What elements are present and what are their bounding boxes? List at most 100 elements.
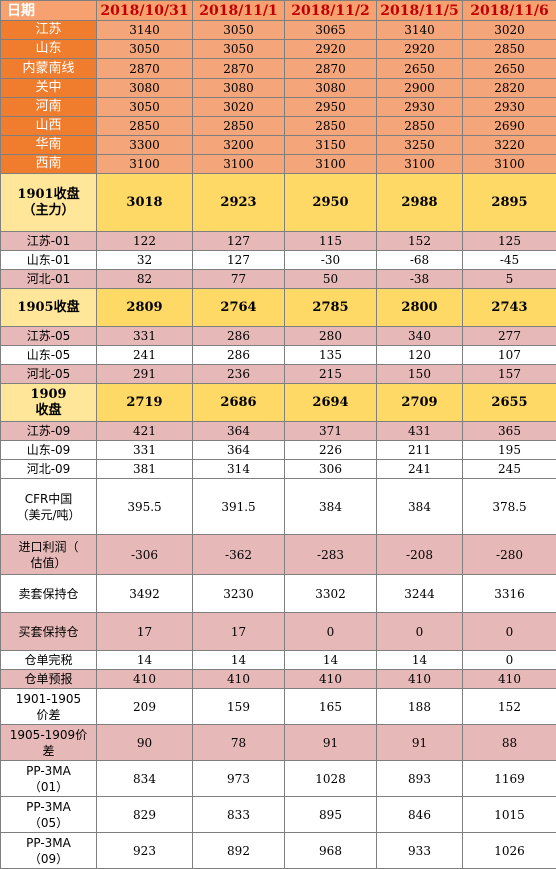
value-cell: 91 [377, 725, 463, 761]
row-label-line: 山东 [1, 41, 96, 57]
row-label-line: PP-3MA [1, 835, 96, 851]
value-cell: 78 [193, 725, 285, 761]
date-header: 2018/11/1 [193, 1, 285, 21]
value-cell: 2923 [193, 174, 285, 232]
value-cell: 245 [463, 460, 556, 479]
value-cell: 410 [285, 670, 377, 689]
value-cell: 77 [193, 270, 285, 289]
value-cell: -283 [285, 535, 377, 575]
value-cell: 3050 [97, 98, 193, 117]
value-cell: 2900 [377, 79, 463, 98]
row-label-line: 江苏-05 [1, 328, 96, 344]
value-cell: 3492 [97, 575, 193, 613]
row-label: 山东 [1, 40, 97, 59]
row-label: 江苏-01 [1, 232, 97, 251]
value-cell: 378.5 [463, 479, 556, 535]
value-cell: 3302 [285, 575, 377, 613]
value-cell: 159 [193, 689, 285, 725]
date-header: 2018/11/2 [285, 1, 377, 21]
row-label: 1901收盘（主力） [1, 174, 97, 232]
value-cell: 829 [97, 797, 193, 833]
row-label: 1905收盘 [1, 289, 97, 327]
value-cell: 2686 [193, 384, 285, 422]
value-cell: 410 [97, 670, 193, 689]
value-cell: 2655 [463, 384, 556, 422]
value-cell: 280 [285, 327, 377, 346]
value-cell: 226 [285, 441, 377, 460]
value-cell: 2650 [463, 59, 556, 79]
row-label-line: 仓单完税 [1, 652, 96, 668]
value-cell: 2870 [97, 59, 193, 79]
value-cell: 241 [97, 346, 193, 365]
row-label-line: 山西 [1, 118, 96, 134]
row-label-line-2: 收盘 [1, 403, 96, 419]
value-cell: 17 [97, 613, 193, 651]
row-label-line-2: （主力） [1, 203, 96, 219]
value-cell: 410 [193, 670, 285, 689]
value-cell: 3050 [193, 21, 285, 40]
value-cell: 3020 [193, 98, 285, 117]
value-cell: 82 [97, 270, 193, 289]
value-cell: 421 [97, 422, 193, 441]
value-cell: 122 [97, 232, 193, 251]
row-label: 山东-09 [1, 441, 97, 460]
row-label: 进口利润（估值） [1, 535, 97, 575]
value-cell: 3200 [193, 136, 285, 155]
row-label-line: 河北-05 [1, 366, 96, 382]
value-cell: 2895 [463, 174, 556, 232]
row-label: 1905-1909价差 [1, 725, 97, 761]
row-label-line: 关中 [1, 80, 96, 96]
row-label: 关中 [1, 79, 97, 98]
value-cell: 127 [193, 251, 285, 270]
value-cell: 2850 [377, 117, 463, 136]
value-cell: 3316 [463, 575, 556, 613]
row-label: 买套保持仓 [1, 613, 97, 651]
value-cell: 3100 [193, 155, 285, 174]
row-label-line: 进口利润（ [1, 539, 96, 555]
row-label: PP-3MA（01） [1, 761, 97, 797]
row-label: 河北-01 [1, 270, 97, 289]
value-cell: 381 [97, 460, 193, 479]
value-cell: 1015 [463, 797, 556, 833]
value-cell: -362 [193, 535, 285, 575]
row-label: PP-3MA（09） [1, 833, 97, 869]
date-header-label: 日期 [1, 1, 97, 21]
value-cell: 923 [97, 833, 193, 869]
value-cell: 215 [285, 365, 377, 384]
value-cell: 236 [193, 365, 285, 384]
row-label-line: 1909 [1, 387, 96, 403]
row-label-line: 买套保持仓 [1, 624, 96, 640]
value-cell: -30 [285, 251, 377, 270]
value-cell: 371 [285, 422, 377, 441]
value-cell: 152 [377, 232, 463, 251]
row-label-line-2: （09） [1, 851, 96, 867]
row-label: 山东-01 [1, 251, 97, 270]
value-cell: 165 [285, 689, 377, 725]
value-cell: -45 [463, 251, 556, 270]
row-label: 江苏-05 [1, 327, 97, 346]
value-cell: 2950 [285, 174, 377, 232]
value-cell: 384 [285, 479, 377, 535]
value-cell: 2950 [285, 98, 377, 117]
value-cell: 2764 [193, 289, 285, 327]
row-label-line: 1905-1909价 [1, 727, 96, 743]
value-cell: 2743 [463, 289, 556, 327]
value-cell: 893 [377, 761, 463, 797]
row-label: 仓单完税 [1, 651, 97, 670]
value-cell: 2709 [377, 384, 463, 422]
value-cell: 395.5 [97, 479, 193, 535]
table-row: 进口利润（估值）-306-362-283-208-280 [1, 535, 556, 575]
value-cell: 2800 [377, 289, 463, 327]
value-cell: 3100 [97, 155, 193, 174]
